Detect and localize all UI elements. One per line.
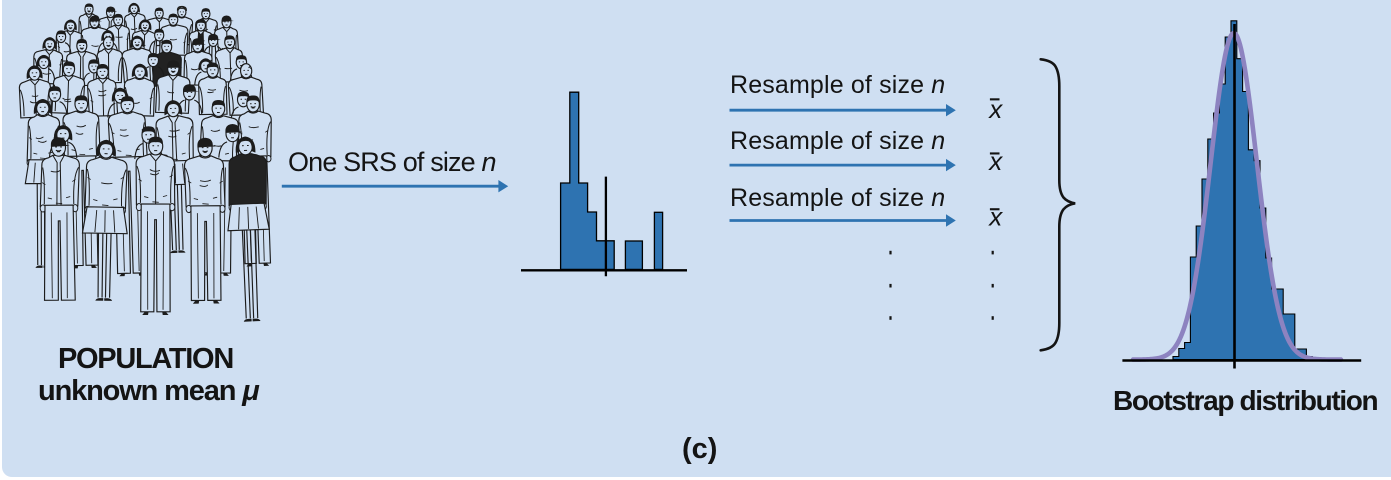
svg-text:x: x	[987, 202, 1003, 232]
svg-text:x: x	[987, 94, 1003, 124]
svg-text:x: x	[987, 146, 1003, 176]
